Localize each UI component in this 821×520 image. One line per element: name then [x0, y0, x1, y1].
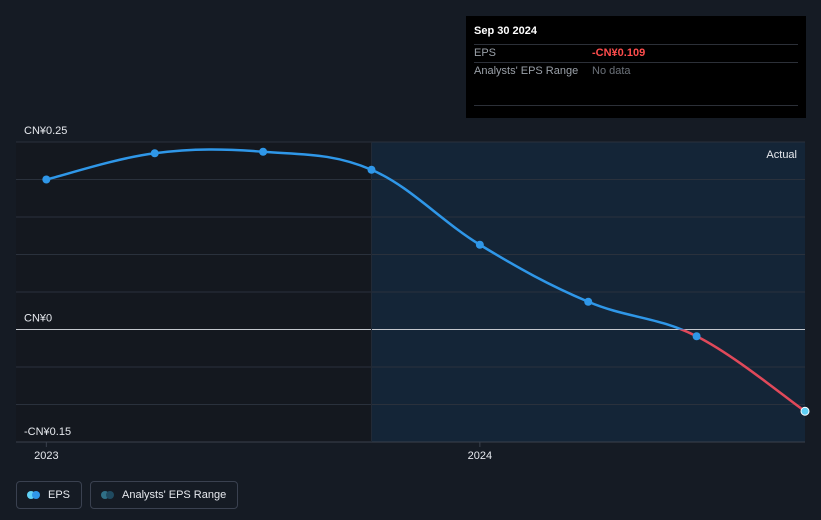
eps-point: [584, 297, 593, 306]
y-tick-label: -CN¥0.15: [24, 426, 71, 438]
eps-point: [692, 332, 701, 341]
tooltip-range-value: No data: [592, 65, 631, 77]
y-tick-label: CN¥0: [24, 313, 52, 325]
legend-range-label: Analysts' EPS Range: [122, 489, 227, 501]
legend-eps-button[interactable]: EPS: [16, 481, 83, 509]
gridlines: [16, 141, 805, 443]
tooltip-row-eps: EPS -CN¥0.109: [474, 44, 798, 62]
actual-region-label: Actual: [766, 149, 797, 161]
tooltip-panel: Sep 30 2024 EPS -CN¥0.109 Analysts' EPS …: [466, 16, 806, 118]
tooltip-row-range: Analysts' EPS Range No data: [474, 62, 798, 106]
legend-eps-label: EPS: [48, 489, 71, 501]
tooltip-eps-label: EPS: [474, 47, 497, 59]
x-axis-ticks: 2023 2024: [34, 442, 492, 462]
y-tick-label: CN¥0.25: [24, 125, 67, 137]
eps-point: [259, 147, 268, 156]
eps-point: [150, 149, 159, 158]
eps-line-negative: [678, 329, 806, 413]
eps-line-positive: [46, 148, 685, 330]
eps-lines: [46, 148, 806, 413]
x-tick-label: 2023: [34, 450, 58, 462]
tooltip-eps-value: -CN¥0.109: [592, 47, 646, 59]
tooltip-range-label: Analysts' EPS Range: [474, 65, 579, 77]
eps-legend-icon: [27, 491, 41, 499]
x-tick-label: 2024: [468, 450, 492, 462]
y-axis-labels: CN¥0.25 CN¥0 -CN¥0.15: [24, 125, 71, 438]
eps-point-highlight: [800, 406, 810, 416]
tooltip-date: Sep 30 2024: [474, 25, 537, 37]
eps-point: [475, 240, 484, 249]
eps-chart: 2023 2024 Actual CN¥0.25 CN¥0 -CN¥0.15: [16, 125, 810, 462]
legend-range-button[interactable]: Analysts' EPS Range: [90, 481, 239, 509]
eps-point: [42, 175, 51, 184]
eps-point: [367, 165, 376, 174]
range-legend-icon: [101, 491, 115, 499]
legend: EPS Analysts' EPS Range: [16, 481, 239, 509]
eps-points: [42, 147, 810, 416]
